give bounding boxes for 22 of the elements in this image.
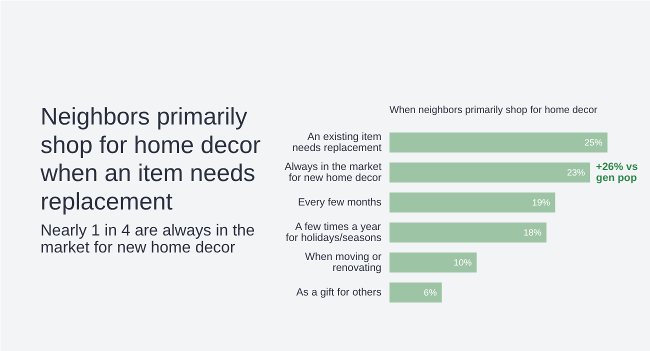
data-label: 18%: [523, 228, 542, 238]
y-tick-label: As a gift for others: [296, 286, 382, 298]
data-label: 23%: [567, 168, 586, 178]
y-tick-label: When moving or renovating: [305, 250, 382, 274]
bar: [390, 192, 556, 213]
annotation: +26% vs gen pop: [596, 160, 638, 184]
text: When neighbors primarily shop for home decor: [390, 105, 598, 116]
y-tick-label: An existing item needs replacement: [292, 130, 382, 154]
data-label: 6%: [424, 288, 437, 298]
y-tick-label: Every few months: [298, 196, 382, 208]
y-tick-label: A few times a year for holidays/seasons: [286, 220, 382, 244]
text: Neighbors primarily shop for home decor when an item needs replacement: [40, 104, 261, 216]
data-label: 10%: [454, 258, 472, 268]
bar: [390, 252, 477, 273]
bar: [390, 132, 608, 153]
y-tick-label: Always in the market for new home decor: [284, 160, 382, 184]
bar: [390, 162, 590, 183]
bar: [390, 282, 442, 303]
bar: [390, 222, 546, 243]
data-label: 25%: [584, 138, 602, 148]
data-label: 19%: [532, 198, 550, 208]
text: Nearly 1 in 4 are always in the market for new home decor: [40, 222, 255, 256]
